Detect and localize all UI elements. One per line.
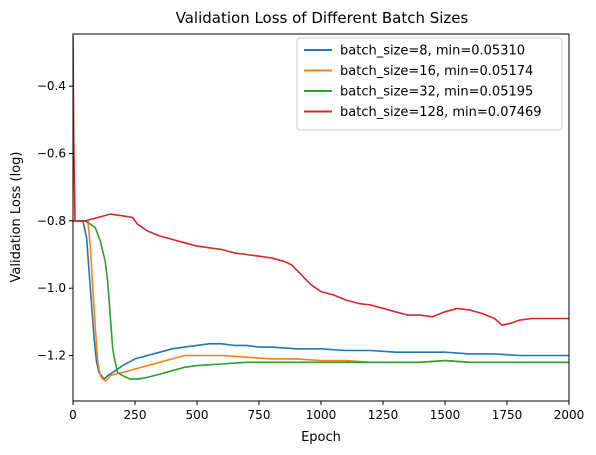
x-tick-label: 1500: [430, 408, 461, 422]
y-tick-label: −0.6: [37, 147, 66, 161]
x-axis-label: Epoch: [301, 430, 341, 445]
x-tick-label: 1250: [368, 408, 399, 422]
x-tick-label: 250: [124, 408, 147, 422]
y-tick-label: −1.0: [37, 281, 66, 295]
legend-label: batch_size=8, min=0.05310: [340, 44, 525, 59]
y-tick-label: −1.2: [37, 349, 66, 363]
x-tick-label: 1750: [492, 408, 523, 422]
x-tick-label: 0: [69, 408, 77, 422]
y-axis-label: Validation Loss (log): [9, 152, 24, 283]
x-tick-label: 500: [186, 408, 209, 422]
y-tick-label: −0.8: [37, 214, 66, 228]
chart-title: Validation Loss of Different Batch Sizes: [176, 9, 469, 27]
x-tick-label: 750: [248, 408, 271, 422]
legend-label: batch_size=128, min=0.07469: [340, 105, 542, 120]
legend: batch_size=8, min=0.05310 batch_size=16, …: [297, 38, 562, 130]
y-tick-label: −0.4: [37, 79, 66, 93]
legend-label: batch_size=32, min=0.05195: [340, 85, 533, 100]
legend-label: batch_size=16, min=0.05174: [340, 64, 533, 79]
x-tick-label: 1000: [306, 408, 337, 422]
x-tick-label: 2000: [554, 408, 585, 422]
